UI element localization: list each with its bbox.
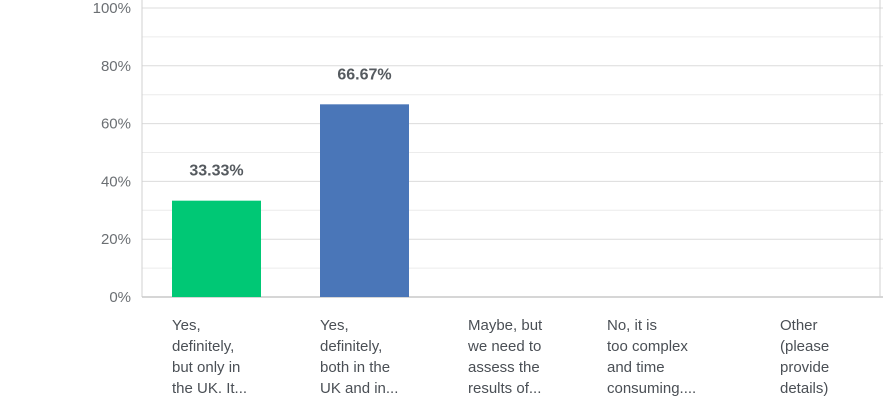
x-category-label-line: and time xyxy=(607,359,665,376)
grid-lines xyxy=(142,7,883,269)
x-category-label-line: definitely, xyxy=(320,338,383,355)
x-category-label-line: Other xyxy=(780,317,818,334)
x-category-label-line: definitely, xyxy=(172,338,235,355)
bar xyxy=(320,104,409,297)
data-labels: 33.33% 66.67% xyxy=(189,66,391,179)
y-tick-label: 80% xyxy=(101,58,131,75)
y-tick-label: 40% xyxy=(101,173,131,190)
x-category-label: Maybe, but we need to assess the results of… xyxy=(468,315,578,399)
x-category-label: Yes, definitely, but only in the UK. It... xyxy=(172,315,282,399)
x-category-label-line: Yes, xyxy=(172,317,201,334)
x-category-label-line: too complex xyxy=(607,338,688,355)
x-category-label: Yes, definitely, both in the UK and in... xyxy=(320,315,430,399)
x-category-label-line: both in the xyxy=(320,359,391,376)
x-category-label-line: we need to xyxy=(468,338,542,355)
x-category-label-line: (please xyxy=(780,338,830,355)
y-tick-label: 0% xyxy=(109,289,131,306)
x-category-label-line: Yes, xyxy=(320,317,349,334)
x-category-label-line: UK and in... xyxy=(320,380,399,397)
bar-value-label: 66.67% xyxy=(337,66,391,83)
x-category-label-line: Maybe, but xyxy=(468,317,543,334)
x-category-label-line: but only in xyxy=(172,359,241,376)
x-category-label-line: assess the xyxy=(468,359,540,376)
y-axis-tick-labels: 0% 20% 40% 60% 80% 100% xyxy=(93,0,131,306)
x-category-label-line: details) xyxy=(780,380,829,397)
x-category-label-line: consuming.... xyxy=(607,380,697,397)
x-category-label: No, it is too complex and time consuming...… xyxy=(607,315,717,399)
x-category-label-line: results of... xyxy=(468,380,542,397)
x-category-label-line: No, it is xyxy=(607,317,658,334)
bars xyxy=(172,104,409,297)
bar xyxy=(172,200,261,297)
y-tick-label: 100% xyxy=(93,0,131,17)
x-category-label-line: provide xyxy=(780,359,830,376)
x-category-label-line: the UK. It... xyxy=(172,380,248,397)
bar-value-label: 33.33% xyxy=(189,163,243,180)
y-tick-label: 20% xyxy=(101,231,131,248)
x-category-label: Other (please provide details) xyxy=(780,315,883,399)
axes xyxy=(141,0,883,298)
y-tick-label: 60% xyxy=(101,116,131,133)
